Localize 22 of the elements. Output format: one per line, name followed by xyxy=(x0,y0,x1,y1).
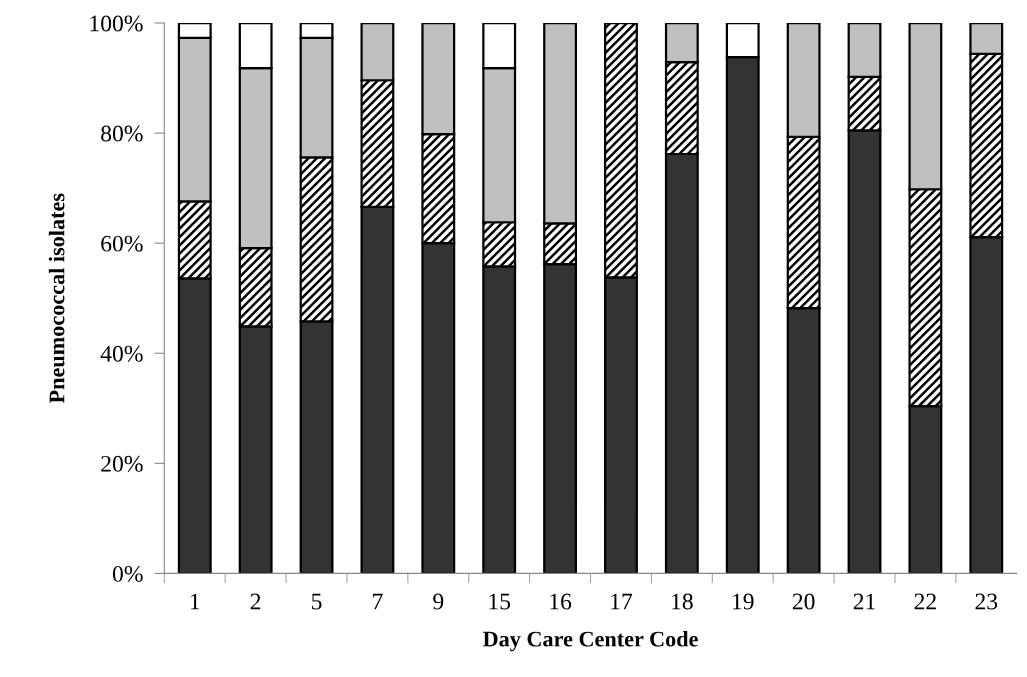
x-tick-label: 5 xyxy=(312,593,322,610)
x-tick-label: 22 xyxy=(914,593,936,610)
x-tick-label: 19 xyxy=(733,593,754,610)
x-tick-label: 9 xyxy=(433,593,444,610)
y-tick-label: 0% xyxy=(112,565,143,582)
x-tick-label: 7 xyxy=(373,593,383,610)
x-tick-label: 23 xyxy=(975,593,998,610)
x-tick-label: 20 xyxy=(792,593,815,610)
x-tick-label: 15 xyxy=(489,593,511,610)
y-tick-label: 20% xyxy=(101,455,143,472)
y-axis-title: Pneumococcal isolates xyxy=(48,193,65,404)
x-tick-label: 2 xyxy=(250,593,261,610)
x-tick-label: 16 xyxy=(550,593,572,610)
x-axis-title: Day Care Center Code xyxy=(483,630,698,652)
x-tick-label: 18 xyxy=(672,593,693,610)
x-tick-label: 21 xyxy=(853,593,875,610)
y-tick-label: 40% xyxy=(100,345,143,362)
y-tick-label: 100% xyxy=(90,15,143,32)
x-tick-label: 1 xyxy=(190,593,200,610)
x-tick-label: 17 xyxy=(611,593,633,610)
y-tick-label: 60% xyxy=(101,235,143,252)
y-tick-label: 80% xyxy=(101,125,143,142)
